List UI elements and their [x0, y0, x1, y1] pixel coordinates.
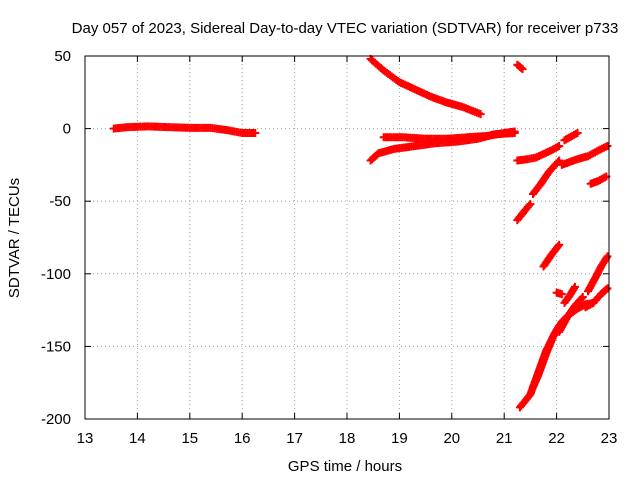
y-tick-label: -150	[41, 338, 71, 355]
y-tick-label: 50	[54, 48, 71, 65]
chart-title: Day 057 of 2023, Sidereal Day-to-day VTE…	[72, 20, 619, 37]
data-point-marker	[525, 201, 534, 210]
data-point-marker	[555, 142, 564, 151]
data-point-marker	[518, 65, 527, 74]
x-tick-label: 17	[286, 430, 303, 447]
x-axis-label: GPS time / hours	[288, 458, 402, 475]
data-point-marker	[570, 282, 579, 291]
data-point-marker	[603, 284, 612, 293]
data-point-marker	[251, 128, 260, 137]
series-arc-5	[513, 60, 527, 74]
series-arc-10	[557, 142, 612, 169]
data-point-marker	[577, 294, 586, 303]
x-tick-label: 13	[77, 430, 94, 447]
data-point-marker	[557, 290, 566, 299]
data-point-marker	[578, 293, 587, 302]
data-point-marker	[517, 63, 526, 72]
x-tick-label: 14	[129, 430, 146, 447]
x-tick-label: 22	[548, 430, 565, 447]
series-arc-17	[555, 293, 587, 336]
x-tick-label: 15	[181, 430, 198, 447]
series-arc-11	[586, 172, 611, 188]
data-point-marker	[526, 200, 535, 209]
x-tick-label: 18	[339, 430, 356, 447]
x-tick-label: 21	[496, 430, 513, 447]
series-arc-4	[379, 127, 519, 143]
x-tick-label: 20	[443, 430, 460, 447]
axis-ticks: 13 14 15 16 17 18 19 20 21 22 23 50 0 -50 -100 -150 -200	[41, 48, 617, 447]
x-tick-label: 23	[601, 430, 618, 447]
data-point-marker	[603, 252, 612, 261]
data-point-marker	[510, 127, 519, 136]
series-arc-19	[584, 252, 612, 296]
series-arc-2	[366, 54, 485, 119]
series-arc-1	[109, 122, 260, 137]
x-tick-label: 16	[234, 430, 251, 447]
y-tick-label: 0	[63, 121, 71, 138]
data-series	[109, 54, 612, 412]
series-arc-13	[552, 288, 566, 299]
data-point-marker	[555, 156, 564, 165]
data-point-marker	[573, 128, 582, 137]
grid-lines	[85, 56, 609, 419]
y-tick-label: -100	[41, 266, 71, 283]
series-arc-9	[529, 156, 564, 198]
series-arc-12	[539, 240, 564, 271]
data-point-marker	[554, 242, 563, 251]
series-arc-16	[529, 298, 598, 392]
series-arc-8	[513, 200, 535, 225]
y-axis-label: SDTVAR / TECUs	[6, 178, 23, 298]
data-point-marker	[603, 142, 612, 151]
data-point-marker	[555, 240, 564, 249]
y-tick-label: -50	[49, 193, 71, 210]
data-point-marker	[476, 110, 485, 119]
series-arc-7	[560, 128, 582, 145]
series-arc-14	[560, 282, 579, 307]
x-tick-label: 19	[391, 430, 408, 447]
y-tick-label: -200	[41, 411, 71, 428]
series-arc-6	[513, 142, 564, 165]
